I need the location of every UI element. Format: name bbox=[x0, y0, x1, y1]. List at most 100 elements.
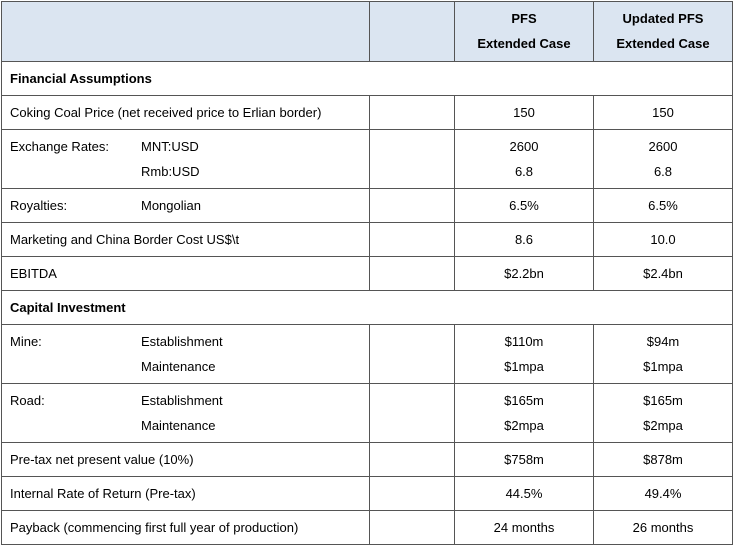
value: $1mpa bbox=[643, 359, 683, 374]
value: $1mpa bbox=[504, 359, 544, 374]
value: 24 months bbox=[493, 520, 555, 535]
value: $2mpa bbox=[643, 418, 683, 433]
empty-cell bbox=[369, 383, 455, 443]
sub-label: Establishment bbox=[141, 334, 223, 349]
value: 2600 bbox=[509, 139, 539, 154]
empty-cell bbox=[369, 129, 455, 189]
data-row: Coking Coal Price (net received price to… bbox=[1, 95, 733, 130]
value-cell: $94m $1mpa bbox=[593, 324, 733, 384]
data-row: Exchange Rates: MNT:USD Rmb:USD 2600 6.8 2600… bbox=[1, 129, 733, 189]
label-cell: Mine: Establishment Maintenance bbox=[1, 324, 370, 384]
data-row: Royalties: Mongolian 6.5% 6.5% bbox=[1, 188, 733, 223]
header-text: Extended Case bbox=[477, 36, 571, 51]
value-cell: 26 months bbox=[593, 510, 733, 545]
value: 6.8 bbox=[514, 164, 534, 179]
data-row: Pre-tax net present value (10%) $758m $878… bbox=[1, 442, 733, 477]
value-cell: 2600 6.8 bbox=[593, 129, 733, 189]
header-row: PFS Extended Case Updated PFS Extended Case bbox=[1, 1, 733, 62]
value: $2mpa bbox=[504, 418, 544, 433]
sub-label: Maintenance bbox=[141, 359, 216, 374]
label-cell: Pre-tax net present value (10%) bbox=[1, 442, 370, 477]
row-label: Internal Rate of Return (Pre-tax) bbox=[10, 486, 196, 501]
value: $758m bbox=[504, 452, 544, 467]
value: 44.5% bbox=[505, 486, 543, 501]
row-label: Marketing and China Border Cost US$\t bbox=[10, 232, 240, 247]
sub-labels: Establishment Maintenance bbox=[141, 329, 223, 379]
value: 150 bbox=[652, 105, 674, 120]
value: $878m bbox=[643, 452, 683, 467]
value-cell: 49.4% bbox=[593, 476, 733, 511]
label-cell: Road: Establishment Maintenance bbox=[1, 383, 370, 443]
sub-labels: Mongolian bbox=[141, 193, 201, 218]
section-row: Financial Assumptions bbox=[1, 61, 733, 96]
value: $2.4bn bbox=[643, 266, 683, 281]
sub-label: Establishment bbox=[141, 393, 223, 408]
data-row: Mine: Establishment Maintenance $110m $1mpa $… bbox=[1, 324, 733, 384]
data-row: Payback (commencing first full year of p… bbox=[1, 510, 733, 545]
sub-labels: MNT:USD Rmb:USD bbox=[141, 134, 200, 184]
value: $2.2bn bbox=[504, 266, 544, 281]
value-cell: 8.6 bbox=[454, 222, 594, 257]
section-row: Capital Investment bbox=[1, 290, 733, 325]
label-cell: Exchange Rates: MNT:USD Rmb:USD bbox=[1, 129, 370, 189]
row-label: EBITDA bbox=[10, 266, 57, 281]
data-row: Road: Establishment Maintenance $165m $2mpa $… bbox=[1, 383, 733, 443]
header-text: PFS bbox=[511, 11, 537, 26]
empty-cell bbox=[369, 188, 455, 223]
sub-label: Maintenance bbox=[141, 418, 216, 433]
header-cell: PFS Extended Case bbox=[454, 1, 594, 62]
data-row: Marketing and China Border Cost US$\t 8.6… bbox=[1, 222, 733, 257]
row-label: Royalties: bbox=[10, 198, 68, 213]
value: $165m bbox=[643, 393, 683, 408]
value-cell: $110m $1mpa bbox=[454, 324, 594, 384]
empty-cell bbox=[369, 222, 455, 257]
value-cell: $165m $2mpa bbox=[454, 383, 594, 443]
value: $94m bbox=[646, 334, 680, 349]
value-cell: 24 months bbox=[454, 510, 594, 545]
sub-label: Mongolian bbox=[141, 198, 201, 213]
value-cell: $758m bbox=[454, 442, 594, 477]
value-cell: 6.5% bbox=[593, 188, 733, 223]
value-cell: 44.5% bbox=[454, 476, 594, 511]
header-cell bbox=[1, 1, 370, 62]
header-text: Extended Case bbox=[616, 36, 710, 51]
header-text: Updated PFS bbox=[622, 11, 704, 26]
section-title: Financial Assumptions bbox=[1, 61, 733, 96]
row-label: Coking Coal Price (net received price to… bbox=[10, 105, 322, 120]
row-label: Pre-tax net present value (10%) bbox=[10, 452, 194, 467]
value: 10.0 bbox=[650, 232, 676, 247]
empty-cell bbox=[369, 510, 455, 545]
label-cell: EBITDA bbox=[1, 256, 370, 291]
value-cell: 6.5% bbox=[454, 188, 594, 223]
row-label: Exchange Rates: bbox=[10, 139, 110, 154]
label-cell: Internal Rate of Return (Pre-tax) bbox=[1, 476, 370, 511]
label-cell: Payback (commencing first full year of p… bbox=[1, 510, 370, 545]
sub-label: Rmb:USD bbox=[141, 164, 200, 179]
value-cell: $165m $2mpa bbox=[593, 383, 733, 443]
empty-cell bbox=[369, 324, 455, 384]
empty-cell bbox=[369, 95, 455, 130]
value: 6.5% bbox=[509, 198, 539, 213]
value-cell: $2.4bn bbox=[593, 256, 733, 291]
value: 150 bbox=[513, 105, 535, 120]
sub-label: MNT:USD bbox=[141, 139, 199, 154]
row-label: Mine: bbox=[10, 334, 42, 349]
label-cell: Coking Coal Price (net received price to… bbox=[1, 95, 370, 130]
value: 49.4% bbox=[644, 486, 682, 501]
section-title: Capital Investment bbox=[1, 290, 733, 325]
value: 2600 bbox=[648, 139, 678, 154]
empty-cell bbox=[369, 256, 455, 291]
row-label: Payback (commencing first full year of p… bbox=[10, 520, 299, 535]
value-cell: 2600 6.8 bbox=[454, 129, 594, 189]
empty-cell bbox=[369, 476, 455, 511]
header-cell: Updated PFS Extended Case bbox=[593, 1, 733, 62]
value: 6.5% bbox=[648, 198, 678, 213]
sub-labels: Establishment Maintenance bbox=[141, 388, 223, 438]
empty-cell bbox=[369, 442, 455, 477]
value: 26 months bbox=[632, 520, 694, 535]
data-row: EBITDA $2.2bn $2.4bn bbox=[1, 256, 733, 291]
label-cell: Royalties: Mongolian bbox=[1, 188, 370, 223]
value-cell: 150 bbox=[454, 95, 594, 130]
